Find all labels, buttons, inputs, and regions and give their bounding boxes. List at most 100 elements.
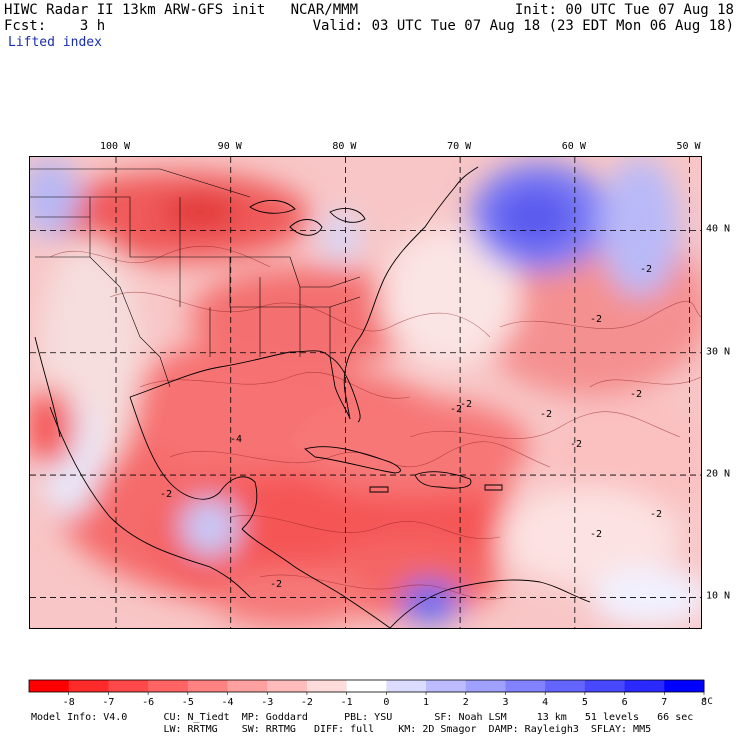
colorbar-swatch-12: [505, 680, 546, 692]
shading-blob-6: [290, 397, 530, 497]
model-info-line2: LW: RRTMG SW: RRTMG DIFF: full KM: 2D Sm…: [31, 724, 652, 735]
colorbar-tick-label-2: -6: [142, 697, 154, 708]
contour-label-8: -2: [570, 439, 582, 450]
border-11: [35, 256, 171, 388]
coastline-3: [241, 528, 391, 628]
colorbar-tick-label-16: 8: [701, 697, 707, 708]
shading-blob-23: [30, 387, 75, 467]
forecast-hour: Fcst: 3 h: [4, 18, 106, 34]
colorbar-swatch-0: [29, 680, 70, 692]
contour-line-6: [589, 376, 701, 388]
coastline-12: [329, 208, 366, 223]
shading-blob-20: [180, 497, 240, 557]
shading-blob-22: [320, 212, 360, 262]
title-left: HIWC Radar II 13km ARW-GFS init NCAR/MMM: [4, 2, 359, 18]
longitude-label-4: 60 W: [561, 141, 586, 152]
colorbar-tick-label-0: -8: [63, 697, 75, 708]
contour-label-2: -2: [460, 399, 472, 410]
lifted-index-map: -2-2-2-2-2-2-4-2-2-2-2-2: [29, 156, 702, 629]
colorbar-tick-label-12: 4: [542, 697, 548, 708]
contour-label-10: -2: [590, 529, 602, 540]
longitude-label-3: 70 W: [447, 141, 472, 152]
field-shading: [30, 157, 701, 627]
colorbar-tick-label-4: -4: [222, 697, 234, 708]
colorbar-tick-label-15: 7: [661, 697, 667, 708]
border-0: [30, 196, 181, 307]
contour-label-4: -2: [640, 264, 652, 275]
colorbar-tick-label-8: 0: [383, 697, 389, 708]
contour-label-7: -2: [540, 409, 552, 420]
colorbar-swatch-6: [267, 680, 308, 692]
colorbar-swatch-4: [187, 680, 229, 692]
colorbar-tick-label-10: 2: [463, 697, 469, 708]
colorbar-swatch-8: [346, 680, 387, 692]
contour-line-5: [499, 300, 701, 329]
colorbar-swatch-11: [465, 680, 506, 692]
latitude-label-0: 40 N: [706, 223, 731, 235]
colorbar-tick-label-9: 1: [423, 697, 429, 708]
contour-label-0: -2: [270, 579, 282, 590]
contour-label-11: -2: [160, 489, 172, 500]
contour-label-9: -2: [650, 509, 662, 520]
coastlines: [34, 166, 591, 628]
colorbar-swatch-9: [386, 680, 427, 692]
border-2: [179, 197, 261, 308]
valid-time: Valid: 03 UTC Tue 07 Aug 18 (23 EDT Mon …: [312, 18, 734, 34]
colorbar-tick-label-7: -1: [341, 697, 353, 708]
contour-label-1: -2: [450, 404, 462, 415]
border-12: [30, 168, 251, 198]
colorbar-swatch-3: [148, 680, 189, 692]
longitude-label-5: 50 W: [676, 141, 701, 152]
coastline-5: [34, 336, 61, 438]
coastline-11: [289, 219, 323, 236]
shading-blob-15: [590, 567, 701, 627]
longitude-label-2: 80 W: [332, 141, 357, 152]
colorbar-tick-label-6: -2: [301, 697, 313, 708]
colorbar-swatch-13: [545, 680, 586, 692]
colorbar-tick-label-1: -7: [102, 697, 114, 708]
coastline-13: [249, 200, 296, 214]
coastline-10: [389, 579, 591, 628]
colorbar-unit: °C: [702, 697, 713, 707]
contour-label-6: -4: [230, 434, 242, 445]
latitude-label-2: 20 N: [706, 468, 731, 480]
contour-label-5: -2: [630, 389, 642, 400]
contour-line-1: [139, 371, 411, 399]
graticule: [30, 157, 701, 628]
shading-blob-3: [190, 267, 430, 367]
contours: [49, 245, 701, 600]
longitude-label-0: 100 W: [99, 141, 131, 152]
colorbar-tick-label-5: -3: [261, 697, 273, 708]
contour-line-3: [229, 515, 501, 539]
contour-line-0: [109, 292, 491, 338]
colorbar-tick-label-3: -5: [182, 697, 194, 708]
shading-blob-18: [600, 157, 680, 297]
coastline-9: [369, 486, 389, 493]
init-time: Init: 00 UTC Tue 07 Aug 18: [514, 2, 734, 18]
contour-line-8: [259, 574, 511, 600]
colorbar-swatch-15: [624, 680, 665, 692]
coastline-14: [454, 166, 479, 188]
border-5: [289, 256, 361, 288]
contour-label-3: -2: [590, 314, 602, 325]
colorbar-tick-label-13: 5: [582, 697, 588, 708]
colorbar-swatch-2: [108, 680, 149, 692]
model-info-line1: Model Info: V4.0 CU: N_Tiedt MP: Goddard…: [31, 712, 694, 723]
colorbar-swatch-10: [426, 680, 467, 692]
colorbar-tick-label-14: 6: [622, 697, 628, 708]
coastline-4: [49, 406, 251, 598]
coastline-1: [329, 356, 361, 423]
colorbar-swatch-1: [68, 680, 109, 692]
political-borders: [30, 168, 361, 388]
coastline-8: [484, 484, 503, 491]
colorbar-frame: [28, 679, 705, 693]
latitude-label-1: 30 N: [706, 346, 731, 358]
colorbar-swatch-7: [306, 680, 348, 692]
coastline-0: [129, 186, 456, 420]
shading-blob-8: [550, 397, 701, 517]
colorbar-tick-label-11: 3: [502, 697, 508, 708]
colorbar-swatch-5: [227, 680, 268, 692]
latitude-label-3: 10 N: [706, 590, 731, 602]
shading-blob-14: [500, 487, 680, 587]
